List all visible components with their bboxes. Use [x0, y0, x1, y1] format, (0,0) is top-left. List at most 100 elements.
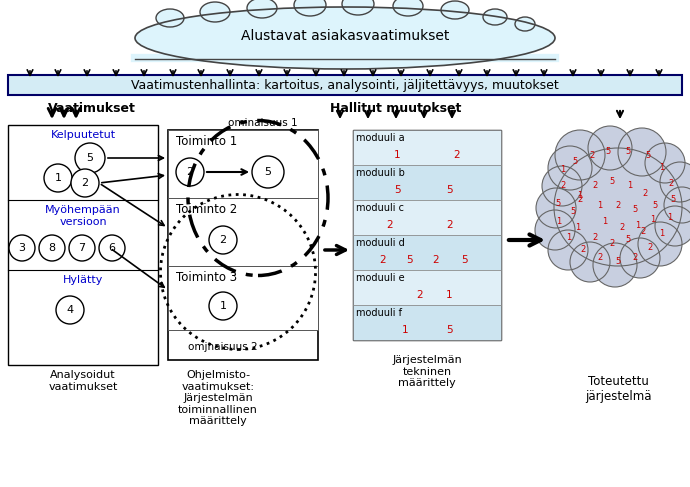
Text: moduuli f: moduuli f — [356, 308, 402, 318]
Ellipse shape — [483, 9, 507, 25]
Text: 6: 6 — [108, 243, 115, 253]
Circle shape — [535, 210, 575, 250]
Text: 1: 1 — [394, 150, 401, 160]
Bar — [353, 270, 501, 305]
Text: 1: 1 — [219, 301, 226, 311]
Text: 5: 5 — [625, 236, 631, 244]
Text: moduuli b: moduuli b — [356, 168, 405, 178]
Text: 2: 2 — [609, 239, 615, 247]
Bar — [168, 266, 318, 330]
Circle shape — [75, 143, 105, 173]
Text: 5: 5 — [652, 201, 658, 209]
Text: 2: 2 — [560, 182, 566, 190]
Circle shape — [638, 222, 682, 266]
Text: 2: 2 — [380, 255, 386, 265]
Circle shape — [555, 130, 605, 180]
Text: 1: 1 — [556, 218, 562, 226]
Text: Toiminto 2: Toiminto 2 — [176, 203, 237, 216]
Text: 5: 5 — [571, 207, 575, 217]
Circle shape — [56, 296, 84, 324]
Bar — [353, 130, 501, 340]
Text: Myöhempään
versioon: Myöhempään versioon — [45, 205, 121, 226]
Text: 1: 1 — [635, 221, 640, 229]
Text: 1: 1 — [566, 233, 571, 243]
Text: 1: 1 — [667, 213, 673, 223]
Circle shape — [252, 156, 284, 188]
Bar — [8, 75, 682, 95]
Ellipse shape — [441, 1, 469, 19]
Text: 2: 2 — [81, 178, 88, 188]
Circle shape — [664, 187, 690, 223]
Circle shape — [655, 206, 690, 246]
Text: 1: 1 — [651, 216, 656, 225]
Text: 5: 5 — [625, 147, 631, 155]
Ellipse shape — [294, 0, 326, 16]
Text: 2: 2 — [578, 195, 582, 205]
Text: Vaatimukset: Vaatimukset — [48, 102, 136, 115]
Text: 2: 2 — [598, 254, 602, 262]
Circle shape — [645, 143, 685, 183]
Text: 2: 2 — [647, 243, 653, 251]
Text: 1: 1 — [598, 201, 602, 209]
Text: 2: 2 — [640, 227, 646, 237]
Text: 1: 1 — [627, 181, 633, 189]
Text: 3: 3 — [19, 243, 26, 253]
Text: 5: 5 — [645, 151, 651, 161]
Text: Toteutettu
järjestelmä: Toteutettu järjestelmä — [584, 375, 651, 403]
Text: ominaisuus 1: ominaisuus 1 — [228, 118, 298, 128]
Text: 1: 1 — [446, 290, 453, 300]
Text: 2: 2 — [589, 150, 595, 160]
Text: moduuli a: moduuli a — [356, 133, 404, 143]
Text: 2: 2 — [593, 181, 598, 189]
Text: 2: 2 — [669, 180, 673, 188]
Bar — [353, 235, 501, 270]
Circle shape — [209, 226, 237, 254]
Ellipse shape — [135, 7, 555, 69]
Text: 2: 2 — [453, 150, 460, 160]
Circle shape — [99, 235, 125, 261]
Bar — [8, 125, 158, 365]
Text: 2: 2 — [186, 167, 194, 177]
Text: Toiminto 1: Toiminto 1 — [176, 135, 237, 148]
Text: 1: 1 — [560, 166, 566, 174]
Bar — [353, 305, 501, 340]
Text: 1: 1 — [602, 218, 608, 226]
Text: 5: 5 — [406, 255, 413, 265]
Circle shape — [593, 243, 637, 287]
Circle shape — [69, 235, 95, 261]
Text: 2: 2 — [620, 224, 624, 232]
Circle shape — [542, 166, 582, 206]
Bar — [353, 165, 501, 200]
Circle shape — [548, 230, 588, 270]
Text: Järjestelmän
tekninen
määrittely: Järjestelmän tekninen määrittely — [392, 355, 462, 388]
Ellipse shape — [393, 0, 423, 16]
Text: Kelpuutetut: Kelpuutetut — [50, 130, 115, 140]
Text: 1: 1 — [660, 229, 664, 239]
Ellipse shape — [554, 148, 682, 266]
Text: 5: 5 — [461, 255, 467, 265]
Text: 2: 2 — [593, 233, 598, 243]
Circle shape — [588, 126, 632, 170]
Text: 2: 2 — [642, 188, 648, 198]
Text: Hallitut muutokset: Hallitut muutokset — [330, 102, 462, 115]
Text: 2: 2 — [615, 201, 620, 209]
Text: 1: 1 — [575, 224, 580, 232]
Ellipse shape — [200, 2, 230, 22]
Circle shape — [660, 162, 690, 202]
Circle shape — [536, 188, 576, 228]
Text: 5: 5 — [573, 157, 578, 167]
Circle shape — [44, 164, 72, 192]
Bar — [353, 130, 501, 165]
Text: 2: 2 — [446, 220, 453, 230]
Text: 5: 5 — [609, 177, 615, 187]
Text: omjnaisuus 2: omjnaisuus 2 — [188, 342, 258, 352]
Ellipse shape — [342, 0, 374, 15]
Text: Ohjelmisto-
vaatimukset:
Järjestelmän
toiminnallinen
määrittely: Ohjelmisto- vaatimukset: Järjestelmän to… — [178, 370, 258, 427]
Bar — [168, 130, 318, 198]
Text: 1: 1 — [660, 164, 664, 172]
Text: 5: 5 — [394, 185, 401, 195]
Text: Vaatimustenhallinta: kartoitus, analysointi, jäljitettävyys, muutokset: Vaatimustenhallinta: kartoitus, analysoi… — [131, 78, 559, 92]
Bar — [353, 200, 501, 235]
Bar — [168, 198, 318, 266]
Text: 5: 5 — [446, 325, 453, 335]
